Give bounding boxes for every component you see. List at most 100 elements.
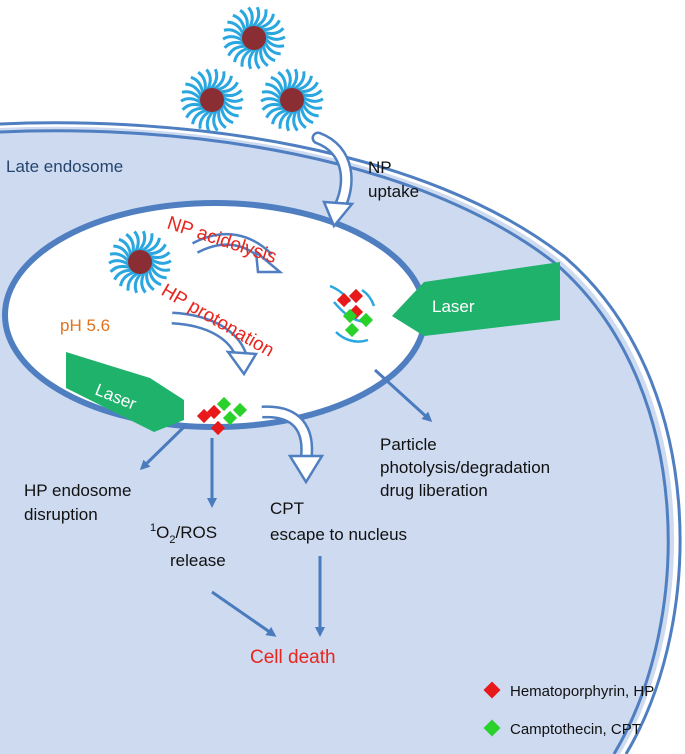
np-corona-strand bbox=[251, 6, 261, 29]
ros-label-2: release bbox=[170, 551, 226, 570]
np-corona-strand bbox=[147, 267, 162, 287]
np-corona-strand bbox=[223, 40, 246, 49]
legend-swatch-cpt bbox=[483, 719, 501, 737]
hp-disruption-label-1: HP endosome bbox=[24, 481, 131, 500]
np-uptake-label-2: uptake bbox=[368, 182, 419, 201]
np-core bbox=[128, 250, 152, 274]
np-corona-strand bbox=[216, 75, 233, 92]
acidolysis-arrow bbox=[191, 232, 284, 274]
np-corona-strand bbox=[219, 105, 234, 125]
np-corona-strand bbox=[221, 95, 244, 103]
cpt-molecule bbox=[232, 402, 248, 418]
hp-molecule bbox=[206, 404, 222, 420]
flow-arrows bbox=[139, 368, 433, 637]
np-corona-strand bbox=[292, 109, 299, 132]
np-corona-strand bbox=[209, 68, 219, 91]
np-uptake-label-1: NP bbox=[368, 158, 392, 177]
np-corona-strand bbox=[198, 109, 212, 129]
cpt-molecule bbox=[222, 410, 238, 426]
np-corona-strand bbox=[205, 68, 212, 91]
np-corona-strand bbox=[149, 257, 172, 265]
cpt-molecule bbox=[358, 312, 374, 328]
laser-right: Laser bbox=[392, 262, 560, 336]
np-corona-strand bbox=[219, 81, 239, 94]
np-corona-strand bbox=[220, 89, 243, 98]
np-corona-strand bbox=[126, 271, 140, 291]
np-corona-strand bbox=[301, 95, 324, 103]
hp-disruption-label-2: disruption bbox=[24, 505, 98, 524]
np-corona-strand bbox=[247, 47, 257, 70]
np-corona-strand bbox=[212, 71, 226, 91]
particle-label-2: photolysis/degradation bbox=[380, 458, 550, 477]
legend-swatch-hp bbox=[483, 681, 501, 699]
np-corona-strand bbox=[205, 109, 215, 132]
np-corona-strand bbox=[221, 99, 243, 110]
np-corona-strand bbox=[296, 75, 313, 92]
np-corona-strand bbox=[239, 9, 249, 30]
np-corona-strand bbox=[180, 97, 203, 105]
np-corona-strand bbox=[118, 237, 133, 257]
np-corona-strand bbox=[301, 102, 319, 118]
cpt-molecule bbox=[216, 396, 232, 412]
np-corona-strand bbox=[254, 9, 268, 29]
np-corona-strand bbox=[149, 264, 167, 280]
np-corona-strand bbox=[260, 97, 283, 105]
np-corona-strand bbox=[240, 47, 254, 67]
nanoparticle-3 bbox=[260, 68, 324, 132]
np-corona-strand bbox=[258, 13, 275, 30]
np-corona-strand bbox=[191, 108, 208, 125]
np-corona-strand bbox=[265, 106, 285, 119]
np-corona-strand bbox=[254, 47, 261, 70]
np-corona-strand bbox=[259, 46, 269, 67]
cell-membrane-outer bbox=[0, 121, 682, 754]
np-corona-strand bbox=[227, 20, 245, 36]
ros-subscript: 2 bbox=[169, 534, 175, 546]
np-corona-strand bbox=[222, 35, 245, 43]
nanoparticle-2 bbox=[180, 68, 244, 132]
ros-rest: /ROS bbox=[175, 523, 217, 542]
ros-label-1: 1O2/ROS bbox=[150, 522, 217, 546]
np-corona-strand bbox=[181, 102, 204, 111]
arrow-ros-to-death bbox=[211, 590, 277, 637]
np-corona-strand bbox=[263, 33, 286, 41]
np-corona-strand bbox=[137, 230, 147, 253]
np-corona-strand bbox=[285, 68, 292, 91]
legend-label-hp: Hematoporphyrin, HP bbox=[510, 683, 654, 700]
arrow-to-particle-photolysis bbox=[373, 368, 433, 423]
laser-right-label: Laser bbox=[432, 297, 475, 316]
np-corona-strand bbox=[277, 71, 287, 92]
np-corona-strand bbox=[212, 109, 219, 132]
np-corona-strand bbox=[285, 109, 295, 132]
drug-molecules bbox=[196, 288, 374, 436]
np-corona-strand bbox=[221, 102, 239, 118]
nanoparticle-4 bbox=[108, 230, 172, 294]
np-corona-strand bbox=[181, 90, 203, 101]
np-corona-strand bbox=[301, 99, 323, 110]
ph-label: pH 5.6 bbox=[60, 316, 110, 335]
np-corona-strand bbox=[140, 233, 154, 253]
np-corona-strand bbox=[190, 75, 205, 95]
np-corona-strand bbox=[217, 108, 227, 129]
np-corona-strand bbox=[270, 75, 285, 95]
np-core bbox=[280, 88, 304, 112]
np-corona-strand bbox=[227, 44, 247, 57]
laser-left: Laser bbox=[66, 352, 184, 432]
np-corona-strand bbox=[289, 68, 299, 91]
np-corona-strand bbox=[232, 13, 247, 33]
nanoparticle-1 bbox=[222, 6, 286, 70]
np-corona-strand bbox=[262, 27, 285, 36]
cpt-escape-arrow bbox=[261, 405, 325, 485]
np-corona-strand bbox=[133, 230, 140, 253]
np-uptake-arrow bbox=[311, 131, 355, 229]
hp-molecule bbox=[336, 292, 352, 308]
cpt-label-2: escape to nucleus bbox=[270, 525, 407, 544]
np-corona-strand bbox=[140, 271, 147, 294]
np-corona-strand bbox=[113, 244, 131, 260]
np-corona-strand bbox=[278, 109, 292, 129]
cpt-label-1: CPT bbox=[270, 499, 304, 518]
legend-item-hp: Hematoporphyrin, HP bbox=[483, 681, 654, 700]
np-corona-strand bbox=[185, 106, 205, 119]
np-corona-strand bbox=[263, 37, 285, 48]
late-endosome-label: Late endosome bbox=[6, 157, 123, 176]
